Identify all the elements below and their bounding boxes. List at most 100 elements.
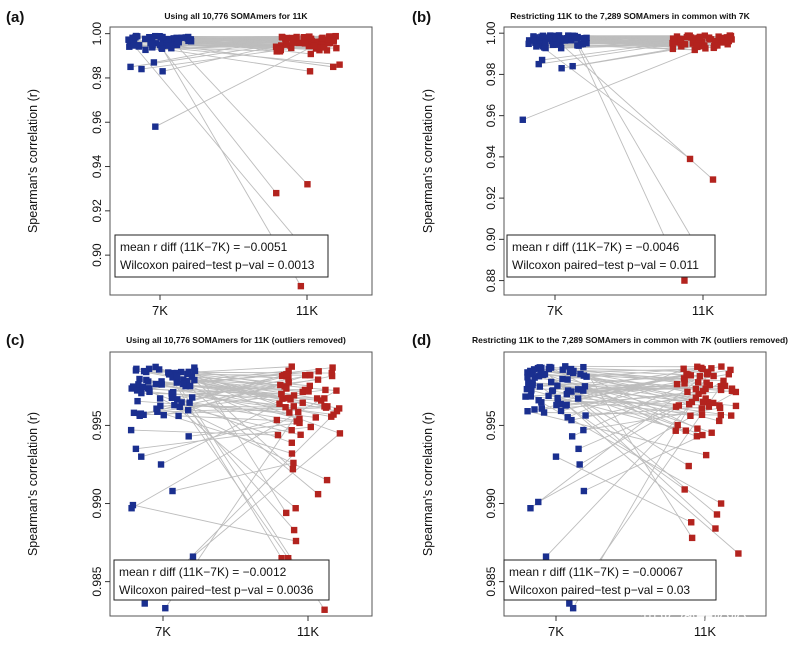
point-7k bbox=[128, 505, 135, 512]
pair-link bbox=[139, 44, 311, 72]
point-7k bbox=[136, 375, 143, 383]
point-11k bbox=[293, 33, 300, 41]
point-7k bbox=[139, 383, 147, 391]
point-11k bbox=[297, 431, 304, 438]
point-11k bbox=[289, 39, 297, 46]
pair-link bbox=[539, 374, 691, 388]
point-11k bbox=[727, 366, 734, 374]
wilcoxon-text: Wilcoxon paired−test p−val = 0.011 bbox=[512, 258, 699, 272]
y-tick-label: 0.90 bbox=[90, 243, 104, 267]
point-11k bbox=[724, 34, 731, 41]
point-11k bbox=[290, 392, 298, 399]
point-11k bbox=[311, 38, 319, 45]
panel-b: (b) Restricting 11K to the 7,289 SOMAmers… bbox=[412, 9, 767, 318]
point-7k bbox=[160, 411, 167, 419]
point-7k bbox=[150, 59, 158, 66]
point-7k bbox=[561, 37, 569, 44]
plot-frame bbox=[503, 26, 767, 296]
point-11k bbox=[273, 416, 281, 424]
point-7k bbox=[554, 394, 561, 402]
point-11k bbox=[682, 427, 690, 434]
point-7k bbox=[165, 42, 172, 49]
paired-links bbox=[525, 365, 739, 609]
point-7k bbox=[186, 37, 193, 44]
point-7k bbox=[156, 41, 164, 49]
point-7k bbox=[157, 402, 164, 409]
point-7k bbox=[178, 34, 185, 41]
y-tick-label: 0.88 bbox=[484, 269, 498, 293]
point-7k bbox=[566, 600, 573, 607]
point-7k bbox=[180, 376, 187, 383]
point-7k bbox=[176, 403, 183, 411]
point-11k bbox=[285, 367, 292, 375]
point-11k bbox=[696, 372, 704, 380]
point-11k bbox=[694, 425, 701, 432]
point-11k bbox=[699, 431, 706, 439]
point-7k bbox=[158, 378, 165, 385]
series-11k bbox=[272, 32, 343, 290]
point-11k bbox=[308, 37, 315, 45]
point-11k bbox=[305, 42, 313, 50]
point-7k bbox=[155, 366, 163, 373]
point-7k bbox=[125, 36, 132, 43]
x-tick-label-7k: 7K bbox=[155, 624, 171, 639]
point-7k bbox=[576, 461, 583, 468]
point-11k bbox=[690, 35, 697, 42]
y-axis-title: Spearman's correlation (r) bbox=[26, 412, 40, 556]
point-7k bbox=[527, 393, 535, 400]
panel-d: (d) Restricting 11K to the 7,289 SOMAmers… bbox=[412, 332, 788, 639]
point-7k bbox=[557, 44, 565, 52]
point-11k bbox=[699, 398, 707, 406]
pair-link bbox=[582, 366, 693, 539]
series-7k bbox=[519, 32, 590, 123]
point-7k bbox=[524, 408, 531, 415]
point-11k bbox=[669, 39, 676, 47]
point-11k bbox=[302, 372, 309, 379]
point-7k bbox=[574, 386, 582, 393]
point-11k bbox=[288, 450, 296, 457]
point-11k bbox=[285, 379, 292, 386]
point-11k bbox=[717, 500, 725, 507]
point-7k bbox=[530, 366, 538, 373]
point-7k bbox=[580, 35, 587, 42]
point-11k bbox=[720, 39, 727, 46]
point-11k bbox=[333, 387, 340, 394]
point-7k bbox=[549, 387, 557, 394]
point-11k bbox=[696, 33, 704, 41]
point-11k bbox=[305, 388, 312, 395]
point-7k bbox=[174, 38, 182, 45]
point-11k bbox=[693, 433, 701, 440]
point-11k bbox=[330, 411, 337, 418]
point-7k bbox=[180, 380, 187, 388]
point-7k bbox=[138, 453, 145, 460]
point-11k bbox=[300, 33, 308, 41]
point-11k bbox=[702, 385, 709, 393]
point-11k bbox=[704, 398, 711, 406]
point-11k bbox=[295, 39, 303, 47]
point-7k bbox=[553, 401, 560, 409]
point-7k bbox=[141, 600, 148, 607]
point-7k bbox=[558, 65, 565, 72]
point-7k bbox=[535, 498, 542, 506]
x-tick-label-11k: 11K bbox=[694, 624, 716, 639]
point-11k bbox=[292, 537, 300, 545]
point-11k bbox=[330, 38, 337, 45]
pair-link bbox=[141, 419, 277, 458]
point-11k bbox=[692, 385, 700, 393]
point-7k bbox=[140, 367, 148, 375]
point-11k bbox=[692, 394, 700, 401]
point-7k bbox=[126, 43, 133, 50]
point-11k bbox=[283, 509, 290, 517]
point-11k bbox=[725, 371, 733, 378]
point-7k bbox=[573, 35, 581, 42]
series-7k bbox=[522, 363, 590, 612]
point-11k bbox=[681, 41, 689, 48]
point-11k bbox=[686, 401, 693, 408]
pair-link bbox=[171, 393, 334, 416]
panel-a: (a) Using all 10,776 SOMAmers for 11K Spea… bbox=[6, 9, 373, 318]
plot-frame bbox=[109, 351, 373, 617]
stats-box bbox=[506, 234, 716, 278]
point-7k bbox=[152, 32, 159, 40]
point-11k bbox=[719, 34, 726, 42]
point-11k bbox=[288, 427, 295, 434]
